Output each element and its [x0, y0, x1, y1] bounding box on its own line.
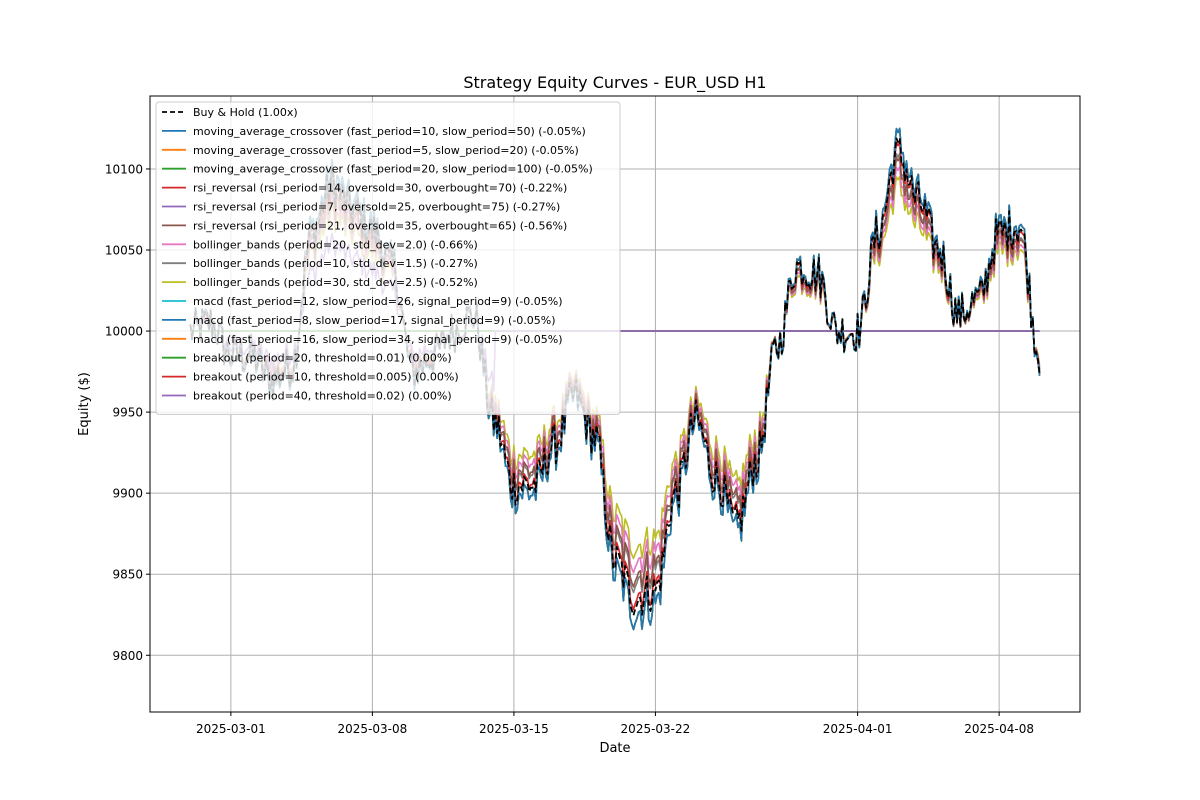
- legend-entry: breakout (period=40, threshold=0.02) (0.…: [193, 390, 452, 403]
- legend-entry: rsi_reversal (rsi_period=14, oversold=30…: [193, 182, 567, 195]
- chart-title: Strategy Equity Curves - EUR_USD H1: [463, 73, 766, 93]
- legend-entry: rsi_reversal (rsi_period=7, oversold=25,…: [193, 201, 560, 214]
- x-tick-label: 2025-04-01: [823, 722, 893, 736]
- x-axis-ticks: 2025-03-01 2025-03-08 2025-03-15 2025-03-22…: [196, 712, 1034, 736]
- legend-entry: rsi_reversal (rsi_period=21, oversold=35…: [193, 219, 567, 232]
- y-tick-label: 9800: [112, 649, 143, 663]
- y-tick-label: 9850: [112, 568, 143, 582]
- x-tick-label: 2025-03-22: [621, 722, 691, 736]
- x-tick-label: 2025-04-08: [964, 722, 1034, 736]
- y-tick-label: 10000: [105, 325, 143, 339]
- legend-entry: macd (fast_period=16, slow_period=34, si…: [193, 333, 563, 346]
- y-axis-ticks: 9800 9850 9900 9950 10000 10050 10100: [105, 162, 150, 663]
- y-tick-label: 9950: [112, 406, 143, 420]
- y-tick-label: 10050: [105, 244, 143, 258]
- x-tick-label: 2025-03-08: [338, 722, 408, 736]
- x-tick-label: 2025-03-01: [196, 722, 266, 736]
- legend: Buy & Hold (1.00x) moving_average_crossov…: [155, 101, 621, 415]
- legend-entry: bollinger_bands (period=10, std_dev=1.5)…: [193, 257, 478, 270]
- y-tick-label: 9900: [112, 487, 143, 501]
- plot-frame: [149, 95, 1081, 713]
- legend-entry: moving_average_crossover (fast_period=5,…: [193, 144, 579, 157]
- legend-entry: macd (fast_period=8, slow_period=17, sig…: [193, 314, 556, 327]
- x-axis-label: Date: [599, 741, 630, 756]
- legend-entry: Buy & Hold (1.00x): [193, 106, 298, 119]
- legend-entry: breakout (period=10, threshold=0.005) (0…: [193, 371, 459, 384]
- legend-box: [155, 101, 621, 415]
- y-tick-label: 10100: [105, 162, 143, 176]
- legend-entry: breakout (period=20, threshold=0.01) (0.…: [193, 352, 452, 365]
- legend-entry: moving_average_crossover (fast_period=10…: [193, 125, 586, 138]
- legend-entry: moving_average_crossover (fast_period=20…: [193, 163, 593, 176]
- legend-entry: macd (fast_period=12, slow_period=26, si…: [193, 295, 563, 308]
- legend-entry: bollinger_bands (period=20, std_dev=2.0)…: [193, 238, 478, 251]
- x-tick-label: 2025-03-15: [479, 722, 549, 736]
- legend-entry: bollinger_bands (period=30, std_dev=2.5)…: [193, 276, 478, 289]
- y-axis-label: Equity ($): [77, 372, 92, 436]
